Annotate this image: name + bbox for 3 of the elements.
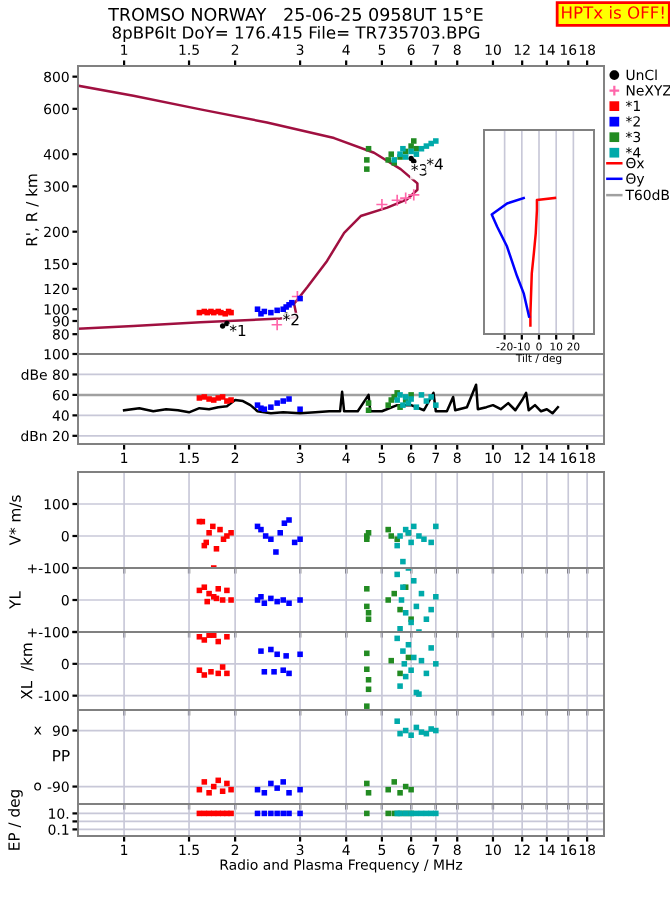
chart-subtitle: 8pBP6It DoY= 176.415 File= TR735703.BPG [112, 25, 480, 43]
text: HPTx is OFF! [562, 5, 664, 19]
chart-title: TROMSO NORWAY 25-06-25 0958UT 15°E [108, 7, 483, 22]
